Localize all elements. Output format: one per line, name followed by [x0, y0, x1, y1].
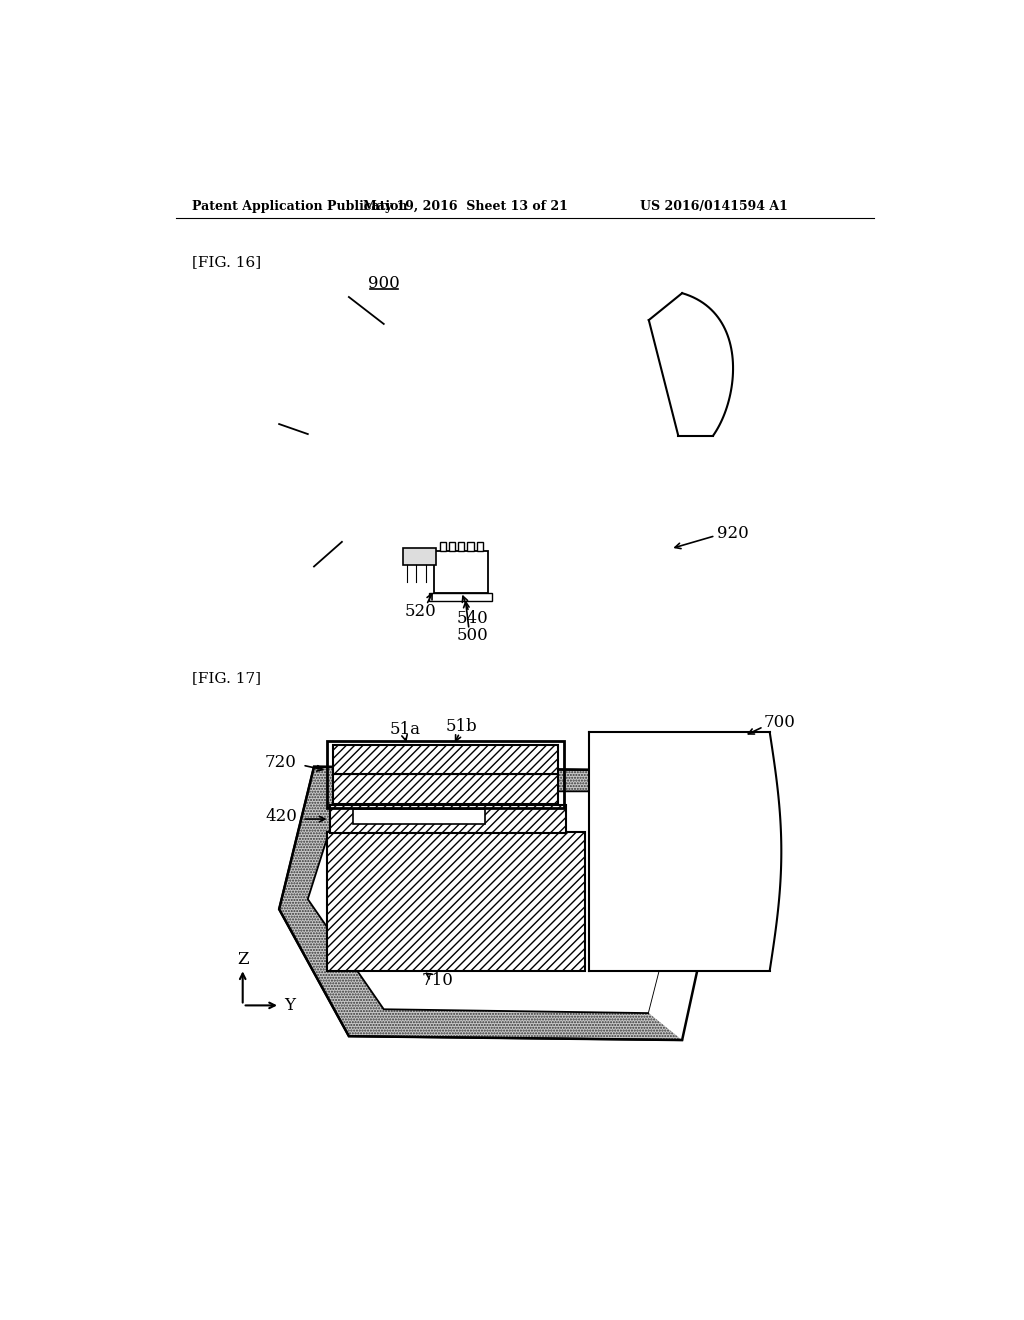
Bar: [449, 543, 455, 552]
Text: US 2016/0141594 A1: US 2016/0141594 A1: [640, 201, 787, 214]
Text: 900: 900: [368, 275, 399, 292]
Text: 420: 420: [265, 808, 297, 825]
Bar: [334, 744, 558, 775]
Text: 540: 540: [457, 610, 488, 627]
Polygon shape: [308, 792, 678, 1014]
Bar: [477, 543, 483, 552]
Polygon shape: [649, 898, 733, 1040]
Bar: [458, 543, 464, 552]
Text: 720: 720: [265, 754, 297, 771]
Text: 51b: 51b: [445, 718, 477, 735]
Text: May 19, 2016  Sheet 13 of 21: May 19, 2016 Sheet 13 of 21: [362, 201, 567, 214]
Bar: [434, 552, 488, 594]
Text: 500: 500: [457, 627, 488, 644]
Bar: [467, 543, 474, 552]
Bar: [328, 832, 586, 970]
Polygon shape: [280, 767, 713, 1040]
Bar: [403, 548, 435, 565]
Bar: [330, 805, 566, 833]
Bar: [439, 543, 445, 552]
Text: Y: Y: [285, 997, 296, 1014]
Bar: [328, 742, 564, 808]
Text: 920: 920: [717, 525, 749, 543]
Bar: [352, 809, 484, 825]
Text: 520: 520: [406, 603, 437, 619]
Text: [FIG. 17]: [FIG. 17]: [191, 671, 260, 685]
Text: Patent Application Publication: Patent Application Publication: [191, 201, 408, 214]
Text: [FIG. 16]: [FIG. 16]: [191, 255, 261, 269]
Text: 710: 710: [422, 973, 454, 989]
Text: Z: Z: [237, 950, 249, 968]
Bar: [429, 594, 493, 601]
Bar: [334, 775, 558, 804]
Polygon shape: [589, 733, 781, 970]
Text: 700: 700: [764, 714, 796, 731]
Text: 51a: 51a: [389, 721, 420, 738]
